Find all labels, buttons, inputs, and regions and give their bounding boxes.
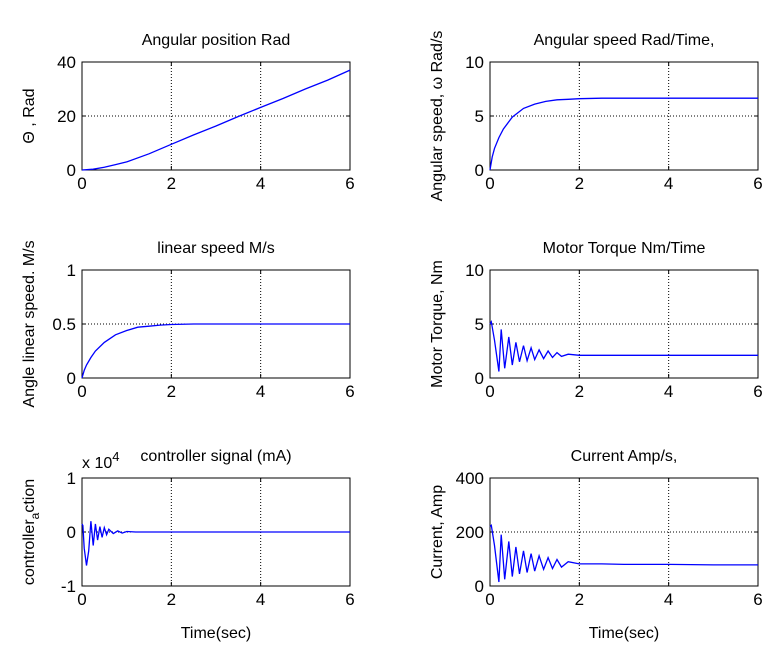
axes-box <box>489 477 759 587</box>
y-axis-label: Angle linear speed. M/s <box>21 240 38 407</box>
y-tick-label: 1 <box>67 469 76 488</box>
x-tick-label: 6 <box>345 590 354 609</box>
y-tick-label: 40 <box>57 53 76 72</box>
y-tick-label: 0 <box>475 577 484 596</box>
axis-exponent-label: x 104 <box>82 449 119 472</box>
x-tick-label: 2 <box>575 174 584 193</box>
y-tick-label: 10 <box>465 261 484 280</box>
chart-title: Angular position Rad <box>142 32 291 49</box>
y-tick-label: 1 <box>67 261 76 280</box>
y-tick-label: 0 <box>475 369 484 388</box>
y-tick-label: 0 <box>67 369 76 388</box>
series-line <box>489 319 758 372</box>
y-tick-label: 0 <box>67 523 76 542</box>
x-tick-label: 2 <box>575 382 584 401</box>
x-tick-label: 4 <box>664 174 673 193</box>
y-tick-label: 5 <box>475 107 484 126</box>
chart-title: Current Amp/s, <box>571 448 678 465</box>
chart-title: controller signal (mA) <box>140 448 291 465</box>
series-line <box>81 521 350 566</box>
x-axis-label: Time(sec) <box>181 625 252 642</box>
y-tick-label: 0 <box>475 161 484 180</box>
axes-box <box>489 269 759 379</box>
x-tick-label: 0 <box>485 382 494 401</box>
subplot-1: 0 2 4 6 0 20 40 Angular position Rad Θ , Rad <box>21 32 355 193</box>
series-line <box>489 97 758 171</box>
x-tick-label: 6 <box>753 590 762 609</box>
x-tick-label: 2 <box>167 382 176 401</box>
series-line <box>489 523 758 583</box>
x-tick-label: 4 <box>664 590 673 609</box>
y-tick-label: 5 <box>475 315 484 334</box>
x-tick-label: 4 <box>256 382 265 401</box>
x-tick-label: 6 <box>345 174 354 193</box>
x-tick-label: 6 <box>753 382 762 401</box>
x-tick-label: 0 <box>77 174 86 193</box>
x-tick-label: 2 <box>167 174 176 193</box>
y-tick-label: 0.5 <box>52 315 76 334</box>
x-tick-label: 0 <box>485 590 494 609</box>
subplot-6: 0 2 4 6 0 200 400 Current Amp/s, Time(sec) Curren… <box>429 448 763 642</box>
subplot-2: 0 2 4 6 0 5 10 Angular speed Rad/Time, Angular s… <box>429 31 763 202</box>
x-tick-label: 6 <box>753 174 762 193</box>
axes-box <box>81 61 351 171</box>
x-tick-label: 2 <box>575 590 584 609</box>
y-axis-label: Angular speed, ω Rad/s <box>429 31 446 202</box>
y-tick-label: -1 <box>61 577 76 596</box>
y-tick-label: 0 <box>67 161 76 180</box>
chart-title: linear speed M/s <box>157 240 274 257</box>
chart-title: Motor Torque Nm/Time <box>543 240 706 257</box>
y-axis-label: Current, Amp <box>429 485 446 579</box>
x-tick-label: 6 <box>345 382 354 401</box>
x-tick-label: 0 <box>77 590 86 609</box>
y-axis-label: Θ , Rad <box>21 88 38 143</box>
subplot-3: 0 2 4 6 0 0.5 1 linear speed M/s Angle linear sp… <box>21 240 355 408</box>
y-axis-label: Motor Torque, Nm <box>429 260 446 388</box>
x-tick-label: 4 <box>256 174 265 193</box>
y-axis-label: controlleraction <box>21 479 42 585</box>
axes-box <box>489 61 759 171</box>
y-tick-label: 200 <box>456 523 484 542</box>
series-line <box>81 323 350 379</box>
y-tick-label: 10 <box>465 53 484 72</box>
x-tick-label: 4 <box>256 590 265 609</box>
y-tick-label: 20 <box>57 107 76 126</box>
y-tick-label: 400 <box>456 469 484 488</box>
x-axis-label: Time(sec) <box>589 625 660 642</box>
x-tick-label: 2 <box>167 590 176 609</box>
subplot-4: 0 2 4 6 0 5 10 Motor Torque Nm/Time Motor Torque… <box>429 240 763 401</box>
series-line <box>81 69 351 171</box>
x-tick-label: 4 <box>664 382 673 401</box>
x-tick-label: 0 <box>485 174 494 193</box>
chart-title: Angular speed Rad/Time, <box>534 32 715 49</box>
x-tick-label: 0 <box>77 382 86 401</box>
